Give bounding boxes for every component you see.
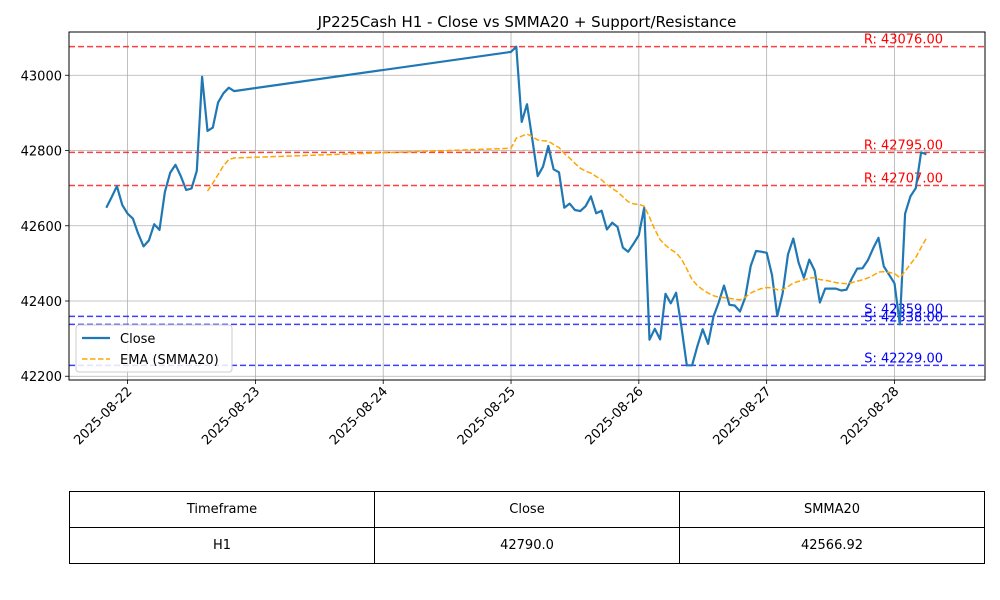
x-tick-label: 2025-08-28 — [838, 384, 902, 448]
y-tick-label: 43000 — [21, 69, 62, 84]
table-cell-close: 42790.0 — [374, 527, 680, 564]
x-tick-label: 2025-08-27 — [710, 384, 774, 448]
x-tick-label: 2025-08-25 — [455, 384, 519, 448]
smma20-line — [206, 133, 928, 301]
x-tick-label: 2025-08-23 — [199, 384, 263, 448]
legend-entry: Close — [120, 332, 155, 347]
series-lines — [105, 45, 928, 367]
x-tick-label: 2025-08-26 — [583, 384, 647, 448]
y-tick-label: 42400 — [21, 295, 62, 310]
y-axis: 42200 42400 42600 42800 43000 — [21, 69, 69, 385]
table-header-smma20: SMMA20 — [679, 491, 985, 528]
resistance-label: R: 43076.00 — [864, 33, 943, 48]
support-resistance-levels: R: 43076.00 R: 42795.00 R: 42707.00 S: 4235… — [69, 33, 985, 366]
resistance-label: R: 42707.00 — [864, 171, 943, 186]
table-header-timeframe: Timeframe — [69, 491, 375, 528]
y-tick-label: 42800 — [21, 145, 62, 160]
x-tick-label: 2025-08-24 — [327, 384, 391, 448]
table-cell-timeframe: H1 — [69, 527, 375, 564]
summary-table: Timeframe Close SMMA20 H1 42790.0 42566.… — [69, 491, 985, 564]
chart-title: JP225Cash H1 - Close vs SMMA20 + Support… — [317, 13, 737, 31]
support-label: S: 42338.00 — [864, 310, 943, 325]
legend: Close EMA (SMMA20) — [75, 324, 233, 373]
table-row: H1 42790.0 42566.92 — [69, 527, 985, 564]
x-tick-label: 2025-08-22 — [71, 384, 135, 448]
y-tick-label: 42600 — [21, 220, 62, 235]
support-label: S: 42359.00 — [864, 302, 943, 317]
close-line — [105, 45, 927, 367]
resistance-label: R: 42795.00 — [864, 138, 943, 153]
y-tick-label: 42200 — [21, 370, 62, 385]
table-cell-smma20: 42566.92 — [679, 527, 985, 564]
table-header-row: Timeframe Close SMMA20 — [69, 491, 985, 528]
x-axis: 2025-08-22 2025-08-23 2025-08-24 2025-08-25… — [71, 380, 902, 448]
legend-box — [75, 324, 233, 373]
plot-frame — [68, 31, 986, 381]
grid — [69, 32, 985, 380]
legend-entry: EMA (SMMA20) — [120, 353, 219, 368]
table-header-close: Close — [374, 491, 680, 528]
support-label: S: 42229.00 — [864, 351, 943, 366]
